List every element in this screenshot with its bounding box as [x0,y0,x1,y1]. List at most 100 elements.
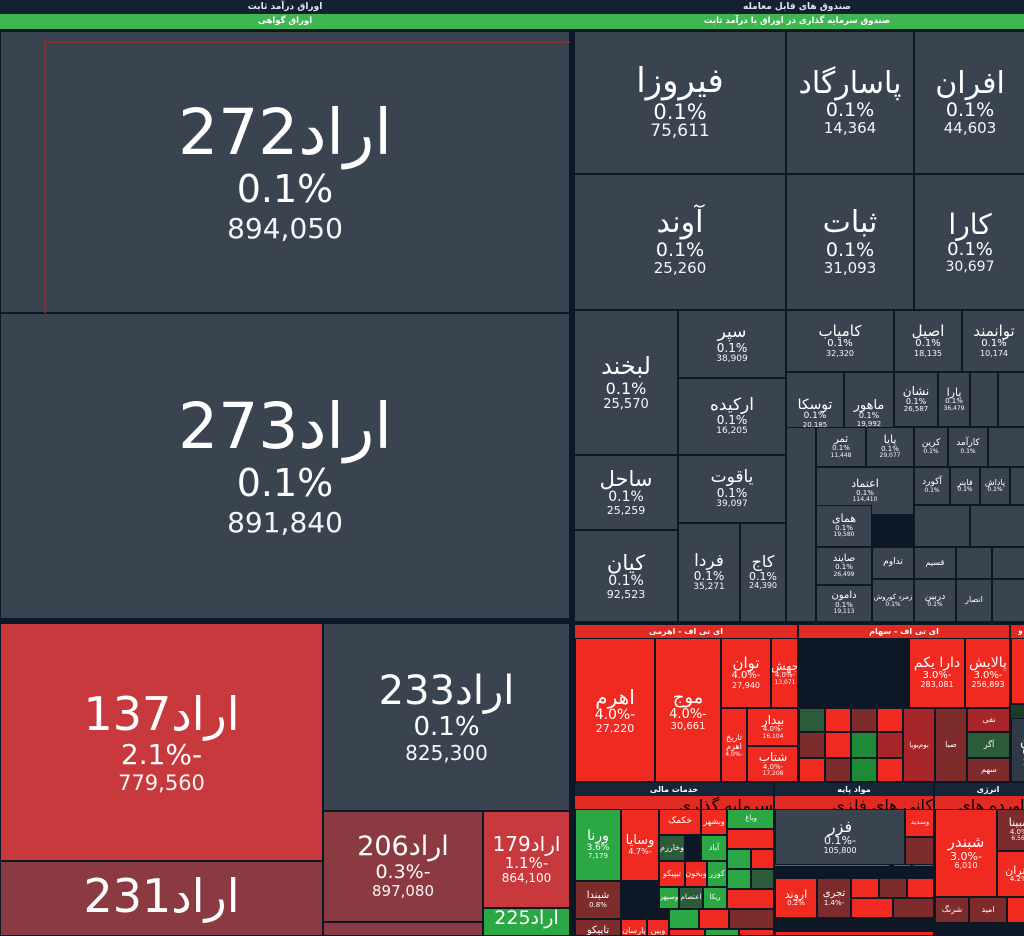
tile-b6[interactable] [893,898,933,918]
tile-dara-yekom[interactable]: دارا یکم -3.0% 283,081 [909,638,965,708]
tile-yara[interactable]: یارا 0.1% 36,479 [938,372,970,427]
tile-abad[interactable]: آباد [701,835,727,861]
tile-m8[interactable] [799,732,825,758]
tile-micro-7[interactable] [992,579,1024,622]
tile-m6[interactable] [851,732,877,758]
tile-f1[interactable] [727,829,773,849]
tile-kian[interactable]: کیان 0.1% 92,523 [574,530,678,622]
tile-arad206[interactable]: اراد206 -0.3% 897,080 [323,811,483,922]
tile-fezar[interactable]: فزر -0.1% 105,800 [775,809,905,865]
tile-avand[interactable]: آوند 0.1% 25,260 [574,174,786,310]
tile-f11[interactable] [705,929,739,935]
tile-tavan[interactable]: توان -4.0% 27,940 [721,638,771,708]
tile-f3[interactable] [751,849,773,869]
tile-padash[interactable]: پاداش 0.1% [980,467,1010,505]
tile-tajri[interactable]: تجری -1.4% [817,878,851,918]
tile-micro-col[interactable] [786,427,816,622]
tile-arvand[interactable]: اروند 0.2% [775,878,817,918]
tile-karin[interactable]: کرین 0.1% [914,427,948,467]
tile-b3[interactable] [879,878,907,898]
tile-mouj[interactable]: موج -4.0% 30,661 [655,638,721,781]
tile-micro-6[interactable] [992,547,1024,579]
tile-sebat[interactable]: ثبات 0.1% 31,093 [786,174,914,310]
tile-orkideh[interactable]: ارکیده 0.1% 16,205 [678,378,786,455]
sector-real-estate-fund[interactable]: صندوق سرمایه گذاری املاک و مستغلات کلید … [1010,624,1024,704]
tile-sayand[interactable]: صایند 0.1% 26,499 [816,547,872,585]
tile-m4[interactable] [799,708,825,732]
tile-tadavom[interactable]: تداوم [872,547,914,579]
tile-firooza[interactable]: فیروزا 0.1% 75,611 [574,31,786,174]
tile-vasdid[interactable]: وسدید [905,809,933,837]
tile-f2[interactable] [727,849,751,869]
tile-arad233[interactable]: اراد233 0.1% 825,300 [323,623,570,811]
tile-m5[interactable] [877,732,903,758]
tile-omid[interactable]: امید [969,897,1007,923]
sector-basic-materials[interactable]: مواد پایه کانی های فلزی فزر -0.1% 105,80… [774,782,934,936]
tile-m11[interactable] [825,758,851,781]
tile-small-b[interactable] [998,372,1024,427]
tile-micro-3[interactable] [914,505,970,547]
tile-f5[interactable] [751,869,773,889]
tile-small-a[interactable] [970,372,998,427]
tile-m10[interactable] [851,758,877,781]
tile-afran[interactable]: افران 0.1% 44,603 [914,31,1024,174]
tile-karamad[interactable]: کارآمد 0.1% [948,427,988,467]
tile-separ[interactable]: سپر 0.1% 38,909 [678,310,786,378]
tile-b7[interactable] [775,931,933,935]
tile-shorang[interactable]: شرنگ [935,897,969,923]
tile-vabkhoon[interactable]: وبخون [685,861,707,887]
tile-f7[interactable] [669,909,699,929]
tile-varna[interactable]: ورنا 3.6% 7,179 [575,809,621,881]
tile-m1[interactable] [877,708,903,732]
tile-tipico[interactable]: تیپیکو [659,861,685,887]
tile-palayesh[interactable]: پالایش -3.0% 256,893 [965,638,1009,708]
tile-m9[interactable] [877,758,903,781]
tile-shabanda[interactable]: شبندا 0.8% [575,881,621,919]
tile-shetab[interactable]: شتاب -4.0% 17,208 [747,746,797,781]
tile-akord[interactable]: آکورد 0.1% [914,467,950,505]
tile-ahrom[interactable]: اهرم -4.0% 27,220 [575,638,655,781]
tile-farda[interactable]: فردا 0.1% 35,271 [678,523,740,622]
tile-tapico[interactable]: تاپیکو -0.6% [575,919,621,935]
sector-energy[interactable]: انرژی فراورده های نفتی شبندر -3.0% 6,010… [934,782,1024,936]
tile-micro-1[interactable] [988,427,1024,467]
tile-samar[interactable]: ثمر 0.1% 11,448 [816,427,866,467]
tile-rika[interactable]: ریکا [703,887,727,909]
tile-homay[interactable]: همای 0.1% 19,580 [816,505,872,547]
tile-arad137[interactable]: اراد137 -2.1% 779,560 [0,623,323,861]
tile-f12[interactable] [739,929,773,935]
tile-arad231[interactable]: اراد231 [0,861,323,936]
tile-b2[interactable] [851,878,879,898]
tile-kozar[interactable]: کوزر [707,861,727,887]
tile-f6[interactable] [727,889,773,909]
tile-b5[interactable] [851,898,893,918]
tile-saba[interactable]: صبا [935,708,967,781]
tile-darbin[interactable]: دربین 0.1% [914,579,956,622]
tile-vabshahr[interactable]: وبشهر [701,809,727,835]
tile-zomorod[interactable]: زمرد کوروش 0.1% [872,579,914,622]
tile-b4[interactable] [907,878,933,898]
tile-etesam[interactable]: اعتصام [679,887,703,909]
tile-arad-extra[interactable] [323,922,483,936]
tile-vasaya[interactable]: وسایا -4.7% [621,809,659,881]
tile-micro-2[interactable] [1010,467,1024,505]
tile-b1[interactable] [905,837,933,865]
tile-kaj[interactable]: کاج 0.1% 24,390 [740,523,786,622]
tile-fainer[interactable]: فاینر 0.1% [950,467,980,505]
tile-vasepehr[interactable]: وسپهر [659,887,679,909]
tile-boompooya[interactable]: بوم‌پویا [903,708,935,781]
tile-parsan[interactable]: پارسان -1.9% [621,919,647,935]
tile-shabandar[interactable]: شبندر -3.0% 6,010 [935,809,997,897]
tile-nafi[interactable]: نفی [967,708,1009,732]
tile-labkhand[interactable]: لبخند 0.1% 25,570 [574,310,678,455]
sector-etf-stocks[interactable]: ای تی اف - سهام دارا یکم -3.0% 283,081 پ… [798,624,1010,782]
tile-vabagh[interactable]: وباغ [727,809,773,829]
tile-f10[interactable] [669,929,705,935]
tile-micro-4[interactable] [970,505,1024,547]
tile-yaghoot[interactable]: یاقوت 0.1% 39,097 [678,455,786,523]
tile-bidar[interactable]: بیدار -4.0% 16,104 [747,708,797,746]
tile-arad225[interactable]: اراد225 [483,908,570,936]
tile-e1[interactable] [1007,897,1024,923]
tile-vakharazm[interactable]: وخارزم [659,835,685,861]
tile-m12[interactable] [799,758,825,781]
